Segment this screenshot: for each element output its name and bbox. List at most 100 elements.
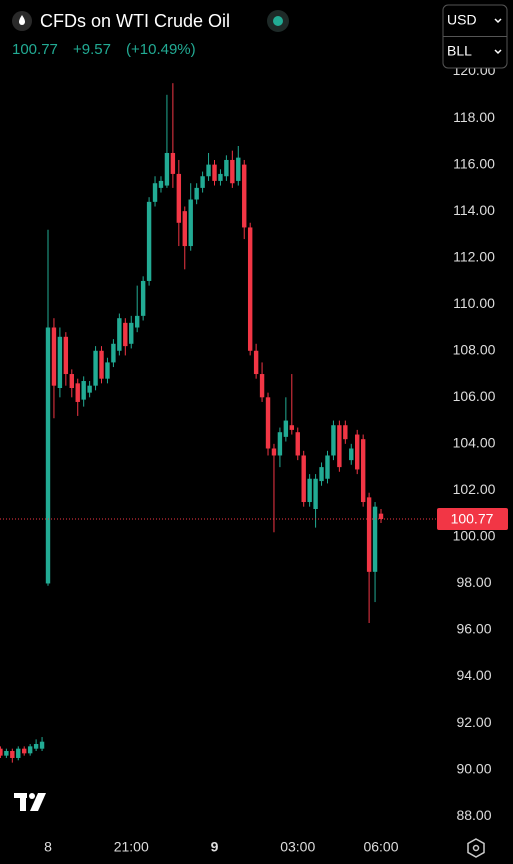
title: CFDs on WTI Crude Oil — [40, 11, 230, 31]
candle-body — [247, 227, 253, 351]
candle-body — [39, 741, 45, 749]
y-tick-label: 92.00 — [456, 714, 491, 730]
price: 100.77 — [12, 41, 58, 58]
candle-body — [93, 350, 98, 386]
candle-body — [355, 434, 360, 470]
candle-body — [271, 448, 277, 456]
candle-body — [206, 164, 211, 177]
x-tick-label: 06:00 — [363, 839, 398, 855]
candle-body — [63, 336, 69, 375]
plot-area: 88.00 90.00 92.00 94.00 96.00 98.00 100.00 102.… — [0, 64, 508, 823]
y-tick-label: 106.00 — [453, 388, 496, 404]
candle-body — [0, 748, 3, 756]
y-tick-label: 118.00 — [453, 109, 495, 125]
candle-body — [134, 315, 140, 328]
candle-body — [194, 187, 199, 200]
candle-body — [182, 211, 187, 247]
candle-body — [57, 336, 63, 389]
candle-body — [164, 152, 170, 186]
candle-body — [277, 432, 283, 456]
candle-body — [259, 374, 265, 398]
candle-body — [140, 280, 146, 316]
candle-body — [176, 173, 182, 223]
candle-body — [129, 322, 134, 344]
candle-body — [81, 381, 86, 400]
candle-body — [170, 152, 176, 174]
settings-button[interactable] — [467, 838, 485, 858]
candle-body — [349, 448, 354, 461]
y-tick-label: 102.00 — [453, 481, 496, 497]
candle-body — [33, 744, 39, 749]
candle-body — [69, 374, 74, 389]
candle-body — [301, 455, 306, 503]
candle-body — [325, 455, 330, 479]
price-label: 100.77 — [451, 511, 494, 527]
y-tick-label: 96.00 — [456, 621, 491, 637]
candle-body — [307, 478, 312, 503]
candle-body — [343, 425, 348, 440]
candle-body — [200, 176, 205, 188]
x-tick-label: 21:00 — [114, 839, 149, 855]
candle-body — [27, 746, 33, 754]
candle-body — [319, 467, 324, 482]
y-tick-label: 116.00 — [453, 155, 495, 171]
candle-body — [87, 385, 92, 393]
y-tick-label: 110.00 — [453, 295, 495, 311]
candle-body — [289, 425, 295, 430]
candle-body — [265, 397, 271, 449]
currency-select[interactable]: USD — [447, 12, 477, 28]
candle-body — [188, 199, 193, 247]
candle-body — [105, 362, 110, 379]
candle-body — [75, 383, 80, 402]
candle-body — [337, 425, 342, 468]
y-tick-label: 114.00 — [453, 202, 495, 218]
y-tick-label: 94.00 — [456, 667, 491, 683]
candle-body — [242, 164, 247, 228]
settings-icon-center — [472, 844, 480, 852]
candle-body — [360, 439, 366, 503]
unit-select[interactable]: BLL — [447, 43, 472, 59]
candle-body — [158, 180, 164, 188]
logo — [14, 793, 46, 811]
candle-body — [16, 748, 21, 758]
change: +9.57 — [73, 41, 111, 58]
y-tick-label: 98.00 — [456, 574, 491, 590]
x-tick-label: 9 — [211, 839, 219, 855]
candle-body — [372, 506, 378, 572]
y-tick-label: 88.00 — [456, 807, 491, 823]
y-tick-label: 112.00 — [453, 248, 495, 264]
candle-body — [230, 159, 235, 184]
price-label-box — [437, 508, 508, 531]
candle-body — [283, 420, 289, 437]
candle-body — [212, 164, 217, 181]
candle-body — [152, 183, 158, 202]
candle-body — [10, 750, 15, 758]
candle-body — [313, 478, 318, 509]
candle-body — [218, 173, 223, 181]
y-tick-label: 108.00 — [453, 341, 496, 357]
y-tick-label: 90.00 — [456, 760, 491, 776]
candle-body — [236, 157, 241, 181]
candle-body — [366, 497, 372, 572]
candle-body — [253, 350, 259, 375]
candle-body — [111, 343, 116, 363]
y-tick-label: 104.00 — [453, 435, 496, 451]
y-tick-label: 100.00 — [453, 528, 496, 544]
chevron — [494, 18, 502, 24]
candle-body — [224, 159, 229, 177]
candle-body — [45, 327, 51, 584]
candle-body — [295, 432, 300, 456]
candle-body — [378, 513, 384, 520]
candle-body — [331, 425, 336, 456]
chevron — [494, 49, 502, 55]
change-pct: (+10.49%) — [126, 41, 196, 58]
x-tick-label: 03:00 — [280, 839, 315, 855]
candle-body — [22, 748, 27, 754]
status-dot — [273, 16, 283, 26]
candle-body — [4, 750, 9, 756]
oil-drop — [19, 15, 25, 25]
candle-body — [123, 322, 128, 347]
